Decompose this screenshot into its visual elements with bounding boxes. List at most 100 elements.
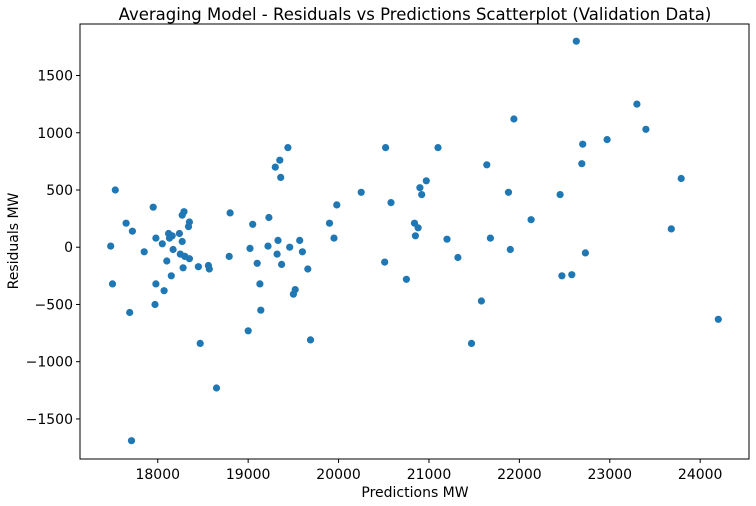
data-point [212,384,221,392]
y-tick-label: 1000 [37,126,73,142]
data-point [175,229,183,238]
data-point [422,177,430,185]
data-point [298,248,306,256]
x-tick-label: 23000 [588,467,633,483]
data-point [264,242,272,250]
data-point [128,227,136,235]
data-point [277,173,285,181]
data-point [527,216,535,224]
y-tick-label: −1500 [26,412,73,428]
data-point [111,186,119,194]
data-point [486,234,494,242]
data-point [122,219,130,227]
data-point [249,220,257,228]
data-point [642,125,650,133]
data-point [387,199,395,207]
x-tick-label: 18000 [135,467,180,483]
y-tick-label: 0 [64,240,73,256]
data-point [454,253,462,262]
data-point [169,245,177,254]
data-point [677,174,685,183]
data-point [382,144,390,152]
data-point [572,37,580,45]
data-point [205,265,213,273]
data-point [196,339,204,347]
data-point [180,208,188,216]
data-point [306,336,315,344]
data-point [168,232,176,240]
data-point [381,258,389,266]
data-point [483,161,491,169]
data-point [558,272,566,280]
data-point [152,234,160,242]
data-point [402,275,410,283]
data-point [477,297,485,305]
data-point [291,286,299,294]
y-tick-label: 500 [46,183,73,199]
data-point [108,280,117,288]
data-point [357,188,365,196]
data-point [244,327,252,335]
x-axis-ticks: 18000 19000 20000 21000 22000 23000 24000 [135,459,722,483]
data-point [107,242,115,250]
x-tick-label: 19000 [226,467,271,483]
data-point [276,156,284,164]
data-point [330,234,338,242]
data-point [556,191,564,199]
y-axis-ticks: −1500 −1000 −500 0 500 1000 1500 [26,69,80,428]
data-point [278,260,286,268]
data-point [296,236,304,244]
data-point [411,232,419,240]
data-point [333,201,341,209]
data-point [414,224,422,232]
data-point [271,163,279,171]
x-tick-label: 22000 [497,467,542,483]
data-point [434,144,442,152]
data-point [194,263,202,271]
data-point [265,213,273,222]
data-point [578,160,586,168]
data-point [274,236,282,244]
x-tick-label: 24000 [678,467,723,483]
data-point [179,264,187,272]
y-tick-label: −500 [35,297,73,313]
data-point [603,136,611,144]
data-point [149,203,157,211]
data-point [257,306,265,314]
data-point [127,437,136,445]
data-points [107,37,722,445]
data-point [246,244,254,252]
y-axis-label: Residuals MW [6,192,22,289]
data-point [226,209,234,217]
data-point [633,100,641,108]
data-point [185,218,193,226]
data-point [467,339,476,347]
x-axis-label: Predictions MW [361,485,468,501]
data-point [256,280,264,288]
x-tick-label: 21000 [407,467,452,483]
data-point [284,144,292,152]
data-point [185,255,193,263]
data-point [273,250,281,258]
data-point [667,225,675,233]
plot-background [80,24,749,459]
data-point [581,249,590,257]
data-point [568,271,576,279]
y-tick-label: −1000 [26,355,73,371]
data-point [714,315,722,323]
data-point [416,184,424,192]
data-point [178,237,186,246]
data-point [126,308,134,317]
plot-frame [79,23,750,460]
data-point [325,219,334,227]
chart-title: Averaging Model - Residuals vs Predictio… [119,5,712,24]
x-tick-label: 20000 [316,467,361,483]
data-point [152,280,160,288]
data-point [140,248,148,256]
data-point [510,115,518,123]
data-point [253,259,261,267]
data-point [160,287,168,295]
data-point [163,257,171,265]
data-point [225,252,233,260]
